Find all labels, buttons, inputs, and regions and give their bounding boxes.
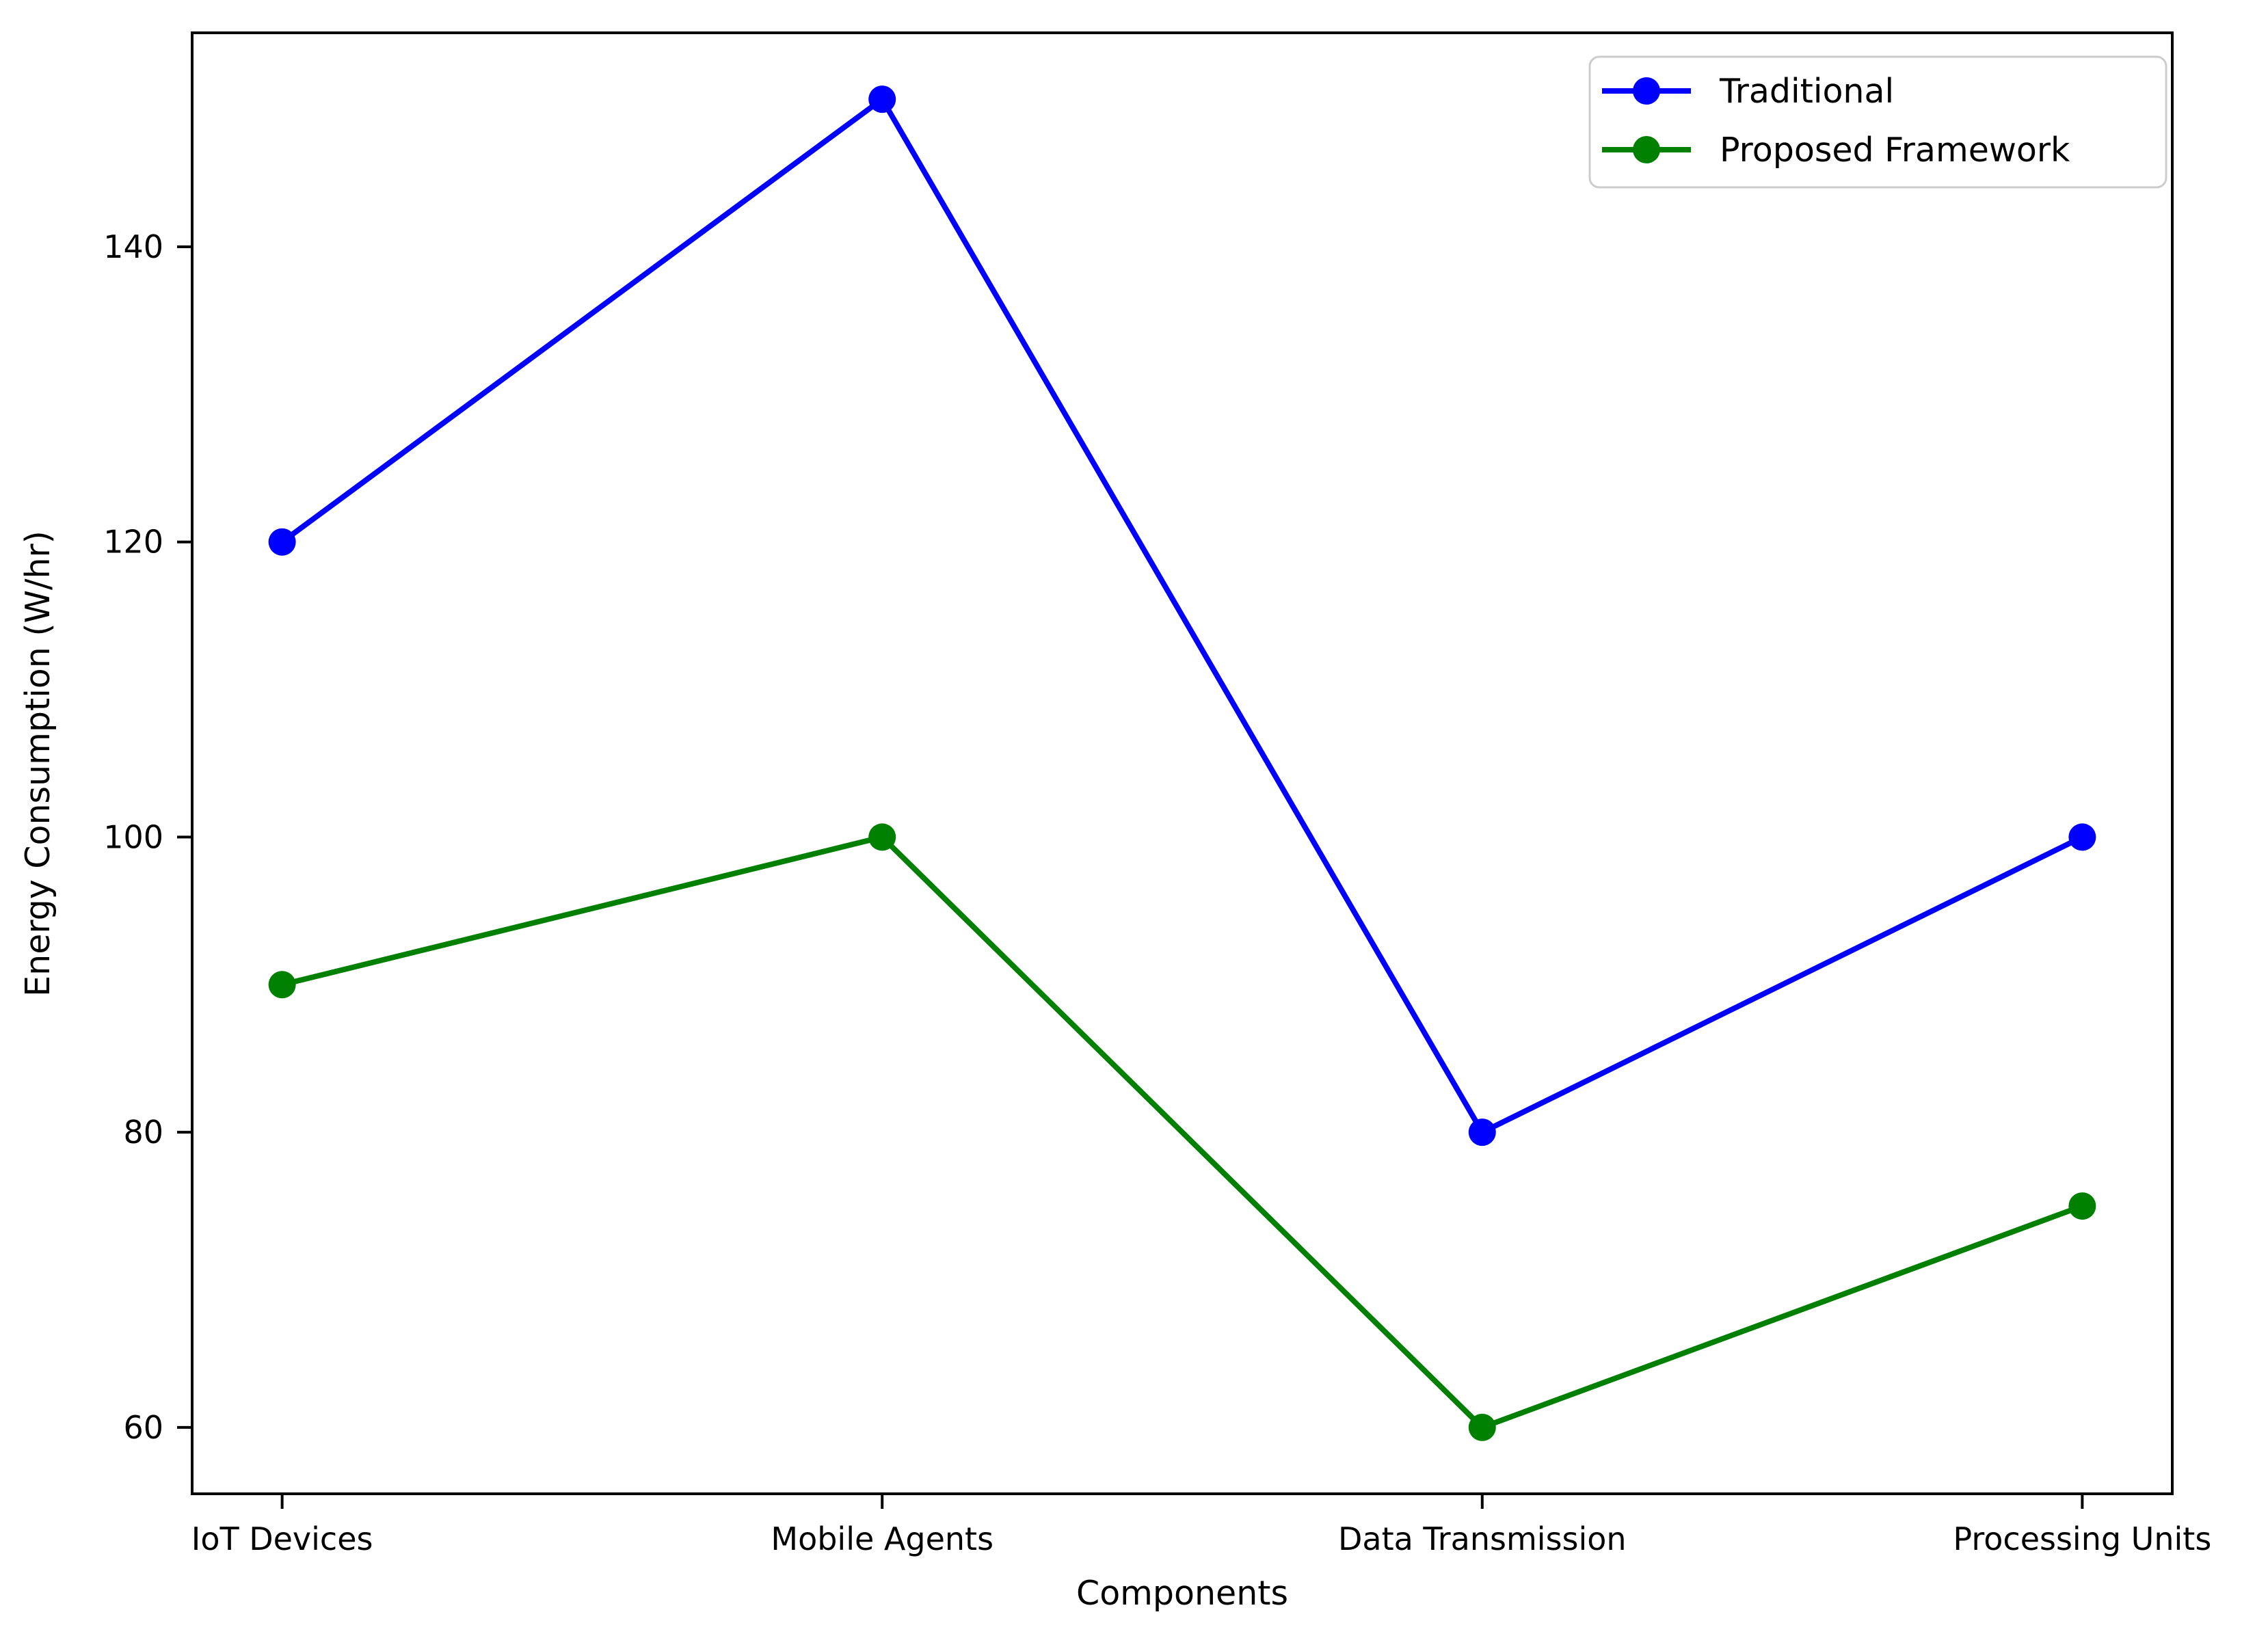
- data-point-marker-traditional: [2068, 823, 2096, 851]
- legend-entry: Proposed Framework: [1602, 131, 2070, 170]
- y-tick-label: 120: [103, 524, 163, 561]
- y-tick-label: 100: [103, 818, 163, 855]
- y-tick-label: 140: [103, 228, 163, 265]
- plot-border: [191, 31, 2174, 1495]
- legend-box: [1588, 55, 2167, 189]
- data-point-marker-proposed-framework: [868, 823, 896, 851]
- y-tick-label: 60: [123, 1409, 163, 1446]
- x-tick-label: Processing Units: [1953, 1520, 2211, 1557]
- x-axis-label: Components: [1076, 1574, 1288, 1613]
- y-axis-label: Energy Consumption (W/hr): [18, 531, 57, 997]
- legend-label: Proposed Framework: [1720, 131, 2070, 170]
- data-point-marker-proposed-framework: [268, 971, 296, 999]
- x-tick-label: Data Transmission: [1338, 1520, 1627, 1557]
- x-tick-label: Mobile Agents: [771, 1520, 993, 1557]
- y-tick-label: 80: [123, 1114, 163, 1151]
- legend-label: Traditional: [1719, 72, 1894, 111]
- data-point-marker-proposed-framework: [2068, 1192, 2096, 1220]
- series-line-proposed-framework: [279, 834, 2085, 1430]
- data-point-marker-traditional: [268, 528, 296, 556]
- legend-swatch-marker: [1633, 77, 1660, 105]
- data-point-marker-traditional: [1468, 1118, 1496, 1146]
- legend-entry: Traditional: [1602, 72, 1894, 111]
- plot-generated-content: 60 80 100 120 140 IoT Devices Mobile Agents Dat…: [103, 31, 2211, 1557]
- legend: Traditional Proposed Framework: [1588, 55, 2167, 189]
- data-point-marker-proposed-framework: [1468, 1413, 1496, 1441]
- x-tick-label: IoT Devices: [191, 1520, 373, 1557]
- data-point-marker-traditional: [868, 85, 896, 113]
- series-line-traditional: [279, 96, 2085, 1136]
- legend-swatch-marker: [1633, 136, 1660, 163]
